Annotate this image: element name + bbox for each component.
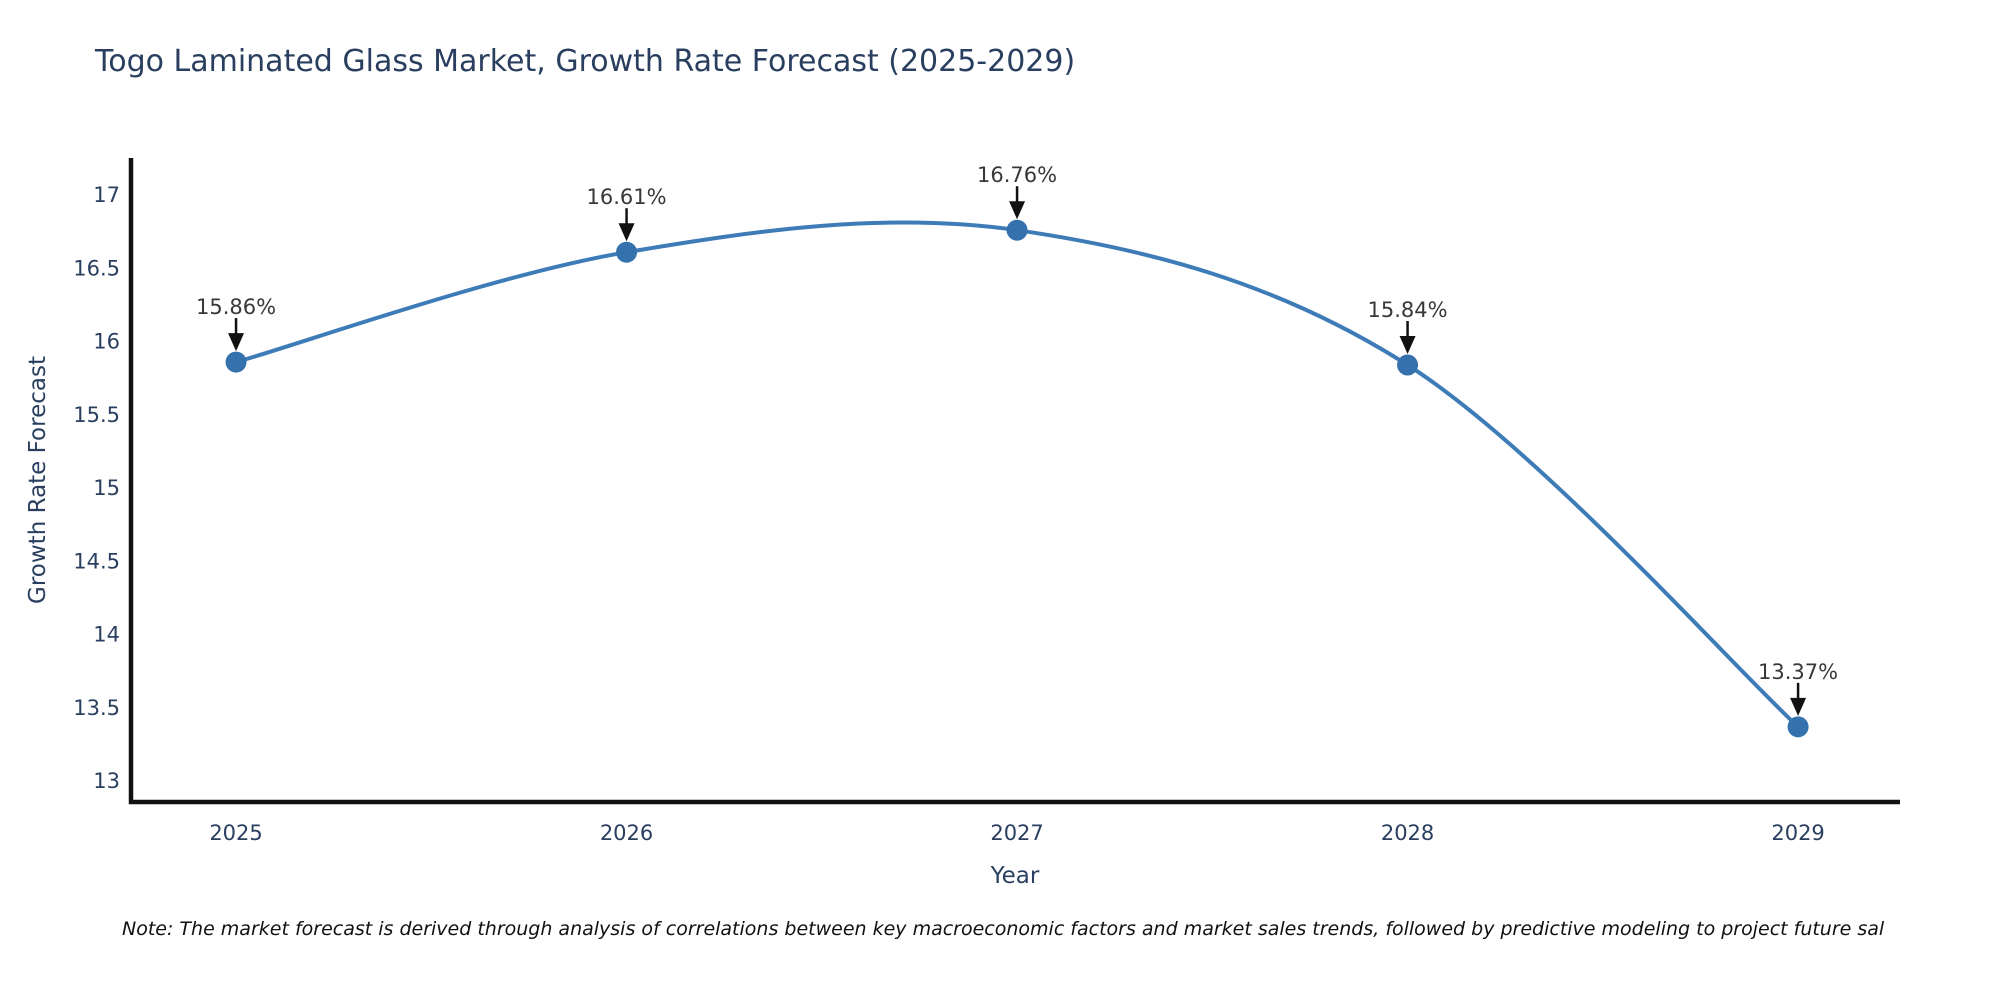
annotation-arrowhead-icon [1399, 336, 1416, 354]
data-point-label: 13.37% [1758, 660, 1838, 684]
x-axis-title: Year [990, 863, 1040, 889]
data-point-marker [1787, 716, 1809, 738]
data-point-label: 16.61% [587, 185, 667, 209]
y-axis-title: Growth Rate Forecast [25, 356, 51, 604]
annotation-arrowhead-icon [618, 223, 635, 242]
footnote: Note: The market forecast is derived thr… [122, 918, 1885, 940]
y-tick-label: 17 [93, 183, 120, 207]
data-point-marker [616, 241, 638, 263]
x-tick-label: 2028 [1381, 821, 1434, 845]
y-tick-label: 15.5 [73, 403, 120, 427]
data-point-marker [1397, 354, 1419, 376]
y-tick-label: 13.5 [73, 696, 120, 720]
annotation-arrowhead-icon [228, 333, 245, 352]
y-tick-label: 14 [93, 623, 120, 647]
y-tick-label: 15 [93, 476, 120, 500]
y-tick-label: 13 [93, 769, 120, 793]
data-point-label: 16.76% [977, 163, 1057, 187]
y-tick-label: 16 [93, 330, 120, 354]
y-tick-label: 14.5 [73, 549, 120, 573]
x-tick-label: 2029 [1771, 821, 1824, 845]
x-tick-label: 2026 [600, 821, 653, 845]
data-point-label: 15.84% [1368, 298, 1448, 322]
forecast-line [234, 220, 1801, 729]
x-tick-label: 2027 [990, 821, 1043, 845]
chart-title: Togo Laminated Glass Market, Growth Rate… [95, 44, 1076, 79]
annotation-arrowhead-icon [1790, 697, 1807, 716]
data-point-marker [1006, 219, 1028, 241]
axis-lines [128, 158, 1900, 805]
annotation-arrowhead-icon [1009, 201, 1026, 220]
data-point-marker [225, 351, 247, 373]
y-tick-label: 16.5 [73, 256, 120, 280]
x-tick-label: 2025 [209, 821, 262, 845]
data-point-label: 15.86% [196, 295, 276, 319]
